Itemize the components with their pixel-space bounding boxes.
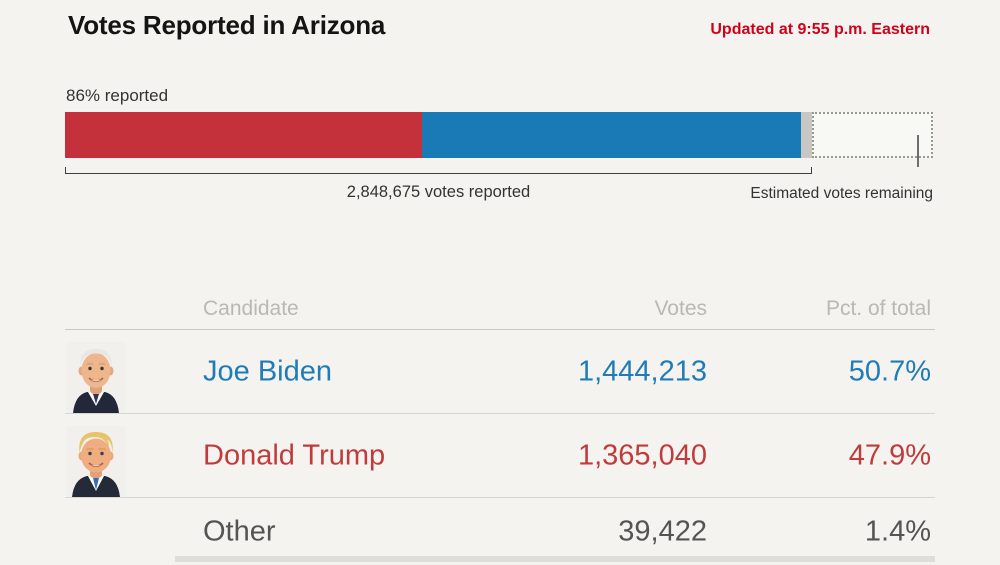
table-row-trump: Donald Trump 1,365,040 47.9% bbox=[65, 414, 935, 498]
column-header-pct-of-total: Pct. of total bbox=[825, 297, 931, 320]
column-header-candidate: Candidate bbox=[203, 297, 299, 320]
joe-biden-photo bbox=[66, 342, 126, 413]
biden-bar-segment bbox=[421, 112, 801, 158]
votes-reported-bar bbox=[65, 112, 935, 158]
table-row-biden: Joe Biden 1,444,213 50.7% bbox=[65, 330, 935, 414]
page-title: Votes Reported in Arizona bbox=[68, 10, 386, 40]
candidate-pct: 1.4% bbox=[864, 515, 931, 547]
table-header-row: Candidate Votes Pct. of total bbox=[65, 292, 935, 330]
candidate-pct: 50.7% bbox=[848, 355, 931, 387]
donald-trump-photo bbox=[66, 426, 126, 497]
remaining-estimate-tick bbox=[917, 135, 919, 167]
other-bar-segment bbox=[801, 112, 813, 158]
candidate-votes: 1,365,040 bbox=[577, 439, 707, 471]
estimated-votes-remaining-label: Estimated votes remaining bbox=[750, 185, 933, 202]
candidate-votes: 1,444,213 bbox=[577, 355, 707, 387]
results-table: Candidate Votes Pct. of total bbox=[65, 292, 935, 565]
candidate-pct: 47.9% bbox=[848, 439, 931, 471]
candidate-name: Joe Biden bbox=[203, 355, 332, 387]
total-votes-reported-label: 2,848,675 votes reported bbox=[346, 183, 531, 201]
votes-reported-bracket bbox=[65, 167, 812, 174]
estimated-votes-remaining-box bbox=[812, 112, 933, 158]
candidate-votes: 39,422 bbox=[618, 515, 707, 547]
table-row-other: Other 39,422 1.4% bbox=[65, 498, 935, 565]
column-header-votes: Votes bbox=[654, 297, 707, 320]
percent-reported-label: 86% reported bbox=[66, 86, 169, 105]
updated-timestamp: Updated at 9:55 p.m. Eastern bbox=[710, 21, 930, 38]
candidate-name: Other bbox=[203, 515, 276, 547]
candidate-name: Donald Trump bbox=[203, 439, 386, 471]
next-section-divider bbox=[175, 556, 935, 562]
trump-bar-segment bbox=[65, 112, 422, 158]
